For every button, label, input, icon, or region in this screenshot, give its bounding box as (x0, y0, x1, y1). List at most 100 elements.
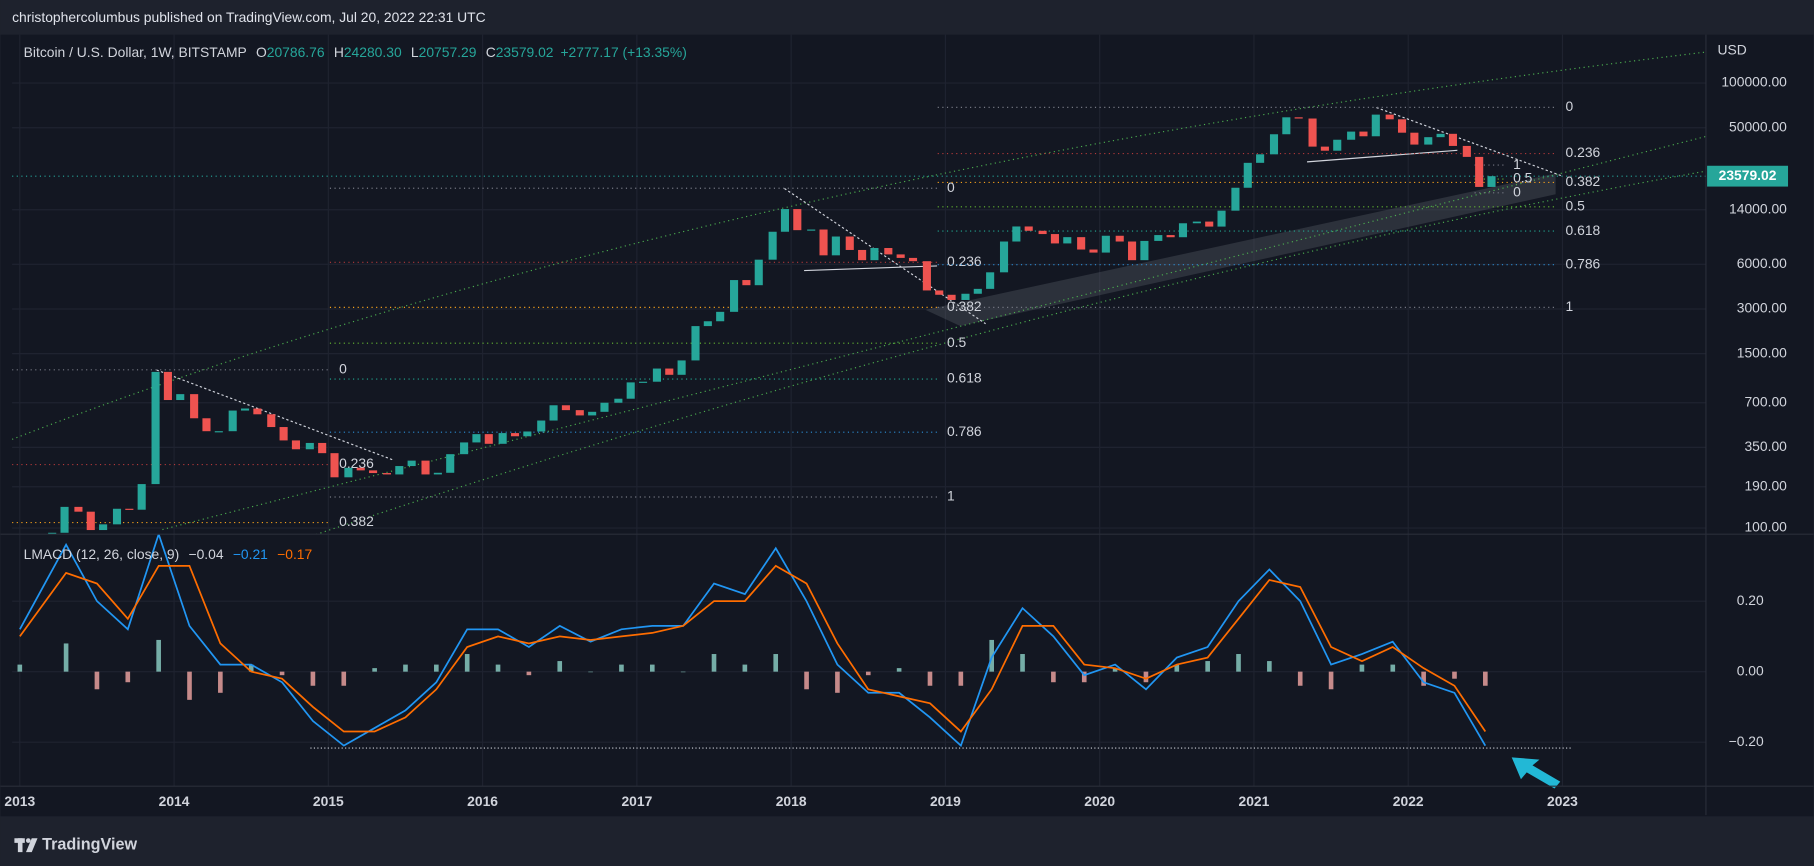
histogram-bar (218, 671, 223, 693)
candle (1333, 139, 1342, 151)
candle (1192, 221, 1201, 224)
fib-label: 1 (1566, 298, 1574, 314)
y-tick-label: 0.20 (1737, 592, 1764, 608)
fib-label: 0.786 (1566, 255, 1601, 271)
candle (484, 434, 493, 444)
candle (446, 454, 455, 473)
histogram-bar (1421, 671, 1426, 686)
histogram-bar (1452, 671, 1457, 679)
candle (460, 442, 469, 455)
macd-header: LMACD (12, 26, close, 9) −0.04 −0.21 −0.17 (24, 546, 313, 562)
candle (870, 248, 879, 261)
fib-label: 1 (1513, 156, 1521, 172)
candle (858, 249, 867, 261)
candle (1140, 240, 1149, 261)
histogram-bar (372, 668, 377, 672)
indicator-title: LMACD (12, 26, close, 9) (24, 546, 180, 562)
candle (137, 484, 146, 510)
candle (1154, 235, 1163, 241)
histogram-bar (1112, 668, 1118, 672)
candle (1205, 221, 1214, 227)
y-tick-label: 14000.00 (1729, 200, 1787, 216)
candle (807, 229, 816, 231)
candle (190, 394, 199, 419)
candle (1424, 137, 1433, 145)
ohlc-label: H (334, 44, 344, 60)
histogram-bar (649, 664, 655, 672)
fib-label: 0.236 (1566, 144, 1601, 160)
candle (253, 408, 262, 415)
histogram-bar (989, 639, 994, 672)
ohlc-value: 20786.76 (267, 44, 325, 60)
candle (291, 440, 300, 450)
histogram-bar (495, 664, 501, 672)
candle (986, 272, 995, 289)
histogram-bar (403, 664, 408, 672)
y-tick-label: −0.20 (1729, 733, 1764, 749)
candle (884, 248, 893, 255)
candle (407, 460, 416, 467)
price-pane: 0 0.236 0.382 0 0.236 0.382 0.5 0.618 0.786 1 0 0.2… (12, 98, 1706, 535)
candle (1166, 235, 1175, 238)
histogram-bar (896, 668, 902, 672)
candle (74, 506, 83, 512)
histogram-bar (958, 671, 964, 686)
chart-header: Bitcoin / U.S. Dollar, 1W, BITSTAMP O2078… (24, 44, 687, 60)
channel-band (925, 173, 1556, 327)
candle (60, 506, 69, 533)
candle (793, 209, 802, 231)
x-tick-label: 2021 (1239, 793, 1270, 809)
macd-line (19, 564, 1487, 733)
y-tick-label: 350.00 (1744, 438, 1787, 454)
candle (1012, 226, 1021, 242)
last-price-label: 23579.02 (1719, 167, 1777, 183)
candle (549, 405, 558, 421)
y-tick-label: 1500.00 (1737, 344, 1787, 360)
fib-label: 0.5 (947, 334, 967, 350)
ohlc-value: 20757.29 (419, 44, 477, 60)
histogram-bar (125, 671, 131, 683)
candle (421, 460, 430, 475)
candle (1101, 235, 1110, 253)
candle (730, 280, 739, 312)
histogram-bar (742, 664, 748, 672)
trend-line (1376, 106, 1562, 177)
logo-part (17, 838, 23, 853)
last-price-box (1707, 165, 1789, 187)
candle (214, 431, 223, 433)
fib-label: 0.382 (1566, 173, 1601, 189)
candle (1269, 134, 1279, 155)
ohlc-label: C (486, 44, 496, 60)
indicator-value: −0.21 (233, 546, 268, 562)
candle (125, 508, 134, 510)
candle (845, 236, 854, 250)
candle (305, 442, 314, 450)
macd-line (19, 534, 1487, 748)
x-tick-label: 2013 (4, 793, 35, 809)
candle (665, 368, 674, 375)
candle (1282, 117, 1291, 135)
logo-part (25, 838, 31, 843)
candle (947, 294, 956, 300)
candle (1038, 230, 1047, 235)
candle (1397, 119, 1407, 133)
histogram-bar (619, 664, 624, 672)
fib-label: 0.382 (947, 298, 982, 314)
trend-line (1307, 149, 1458, 163)
candle (1475, 156, 1484, 187)
candle (677, 360, 686, 375)
ohlc-label: O (256, 44, 267, 60)
candle (1462, 145, 1471, 157)
y-tick-label: 190.00 (1744, 477, 1787, 493)
candle (267, 414, 276, 428)
histogram-bar (1174, 664, 1180, 672)
candle (510, 433, 520, 437)
candle (1128, 241, 1137, 261)
y-tick-label: 100.00 (1744, 519, 1787, 535)
candle (935, 290, 944, 295)
x-tick-label: 2018 (776, 793, 807, 809)
candle (433, 472, 442, 475)
y-tick-label: 3000.00 (1737, 300, 1787, 316)
histogram-bar (1020, 654, 1025, 672)
arrow (1511, 757, 1561, 789)
